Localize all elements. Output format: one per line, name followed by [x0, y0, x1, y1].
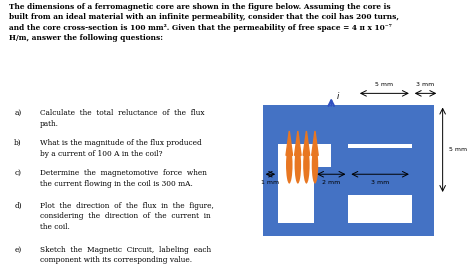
Polygon shape — [286, 131, 292, 155]
Text: a): a) — [14, 109, 21, 117]
Bar — [263, 105, 434, 236]
Polygon shape — [303, 131, 310, 155]
Text: 1 mm: 1 mm — [261, 180, 280, 185]
Text: 3 mm: 3 mm — [371, 180, 389, 185]
Text: 5 mm: 5 mm — [375, 82, 393, 87]
Text: 3 mm: 3 mm — [416, 82, 435, 87]
Ellipse shape — [312, 146, 318, 184]
Text: i: i — [337, 92, 339, 101]
Text: b): b) — [14, 139, 22, 147]
Text: The dimensions of a ferromagnetic core are shown in the figure below. Assuming t: The dimensions of a ferromagnetic core a… — [9, 3, 400, 42]
Ellipse shape — [303, 146, 310, 184]
Text: e): e) — [14, 246, 21, 254]
Bar — [348, 144, 412, 223]
Text: d): d) — [14, 202, 22, 210]
Text: 2 mm: 2 mm — [322, 180, 340, 185]
Polygon shape — [294, 131, 301, 155]
Text: Determine  the  magnetomotive  force  when
the current flowing in the coil is 30: Determine the magnetomotive force when t… — [40, 169, 207, 188]
Text: 5 mm: 5 mm — [449, 147, 468, 152]
Ellipse shape — [294, 146, 301, 184]
Bar — [314, 167, 348, 223]
Polygon shape — [312, 131, 318, 155]
Text: c): c) — [14, 169, 21, 177]
Text: What is the magnitude of the flux produced
by a current of 100 A in the coil?: What is the magnitude of the flux produc… — [40, 139, 201, 158]
Bar — [348, 148, 412, 195]
Bar — [278, 144, 331, 223]
Ellipse shape — [286, 146, 292, 184]
Text: Plot  the  direction  of  the  flux  in  the  figure,
considering  the  directio: Plot the direction of the flux in the fi… — [40, 202, 214, 231]
Text: Calculate  the  total  reluctance  of  the  flux
path.: Calculate the total reluctance of the fl… — [40, 109, 204, 127]
Text: Sketch  the  Magnetic  Circuit,  labeling  each
component with its corresponding: Sketch the Magnetic Circuit, labeling ea… — [40, 246, 211, 264]
